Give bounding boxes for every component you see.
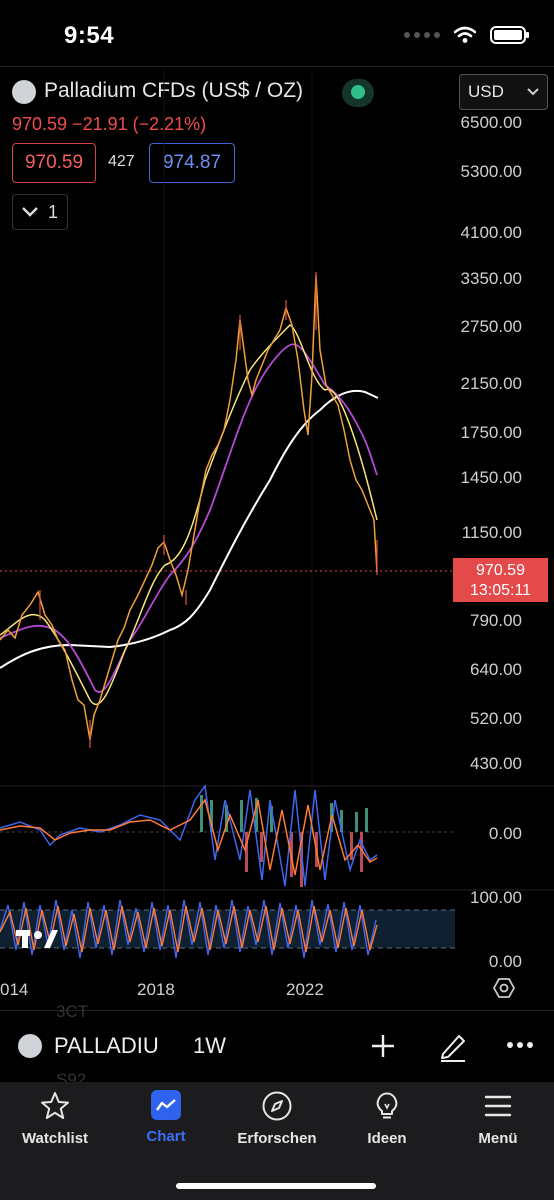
tab-label: Chart: [146, 1128, 186, 1145]
symbol-title[interactable]: Palladium CFDs (US$ / OZ): [44, 79, 304, 102]
chart-settings-icon[interactable]: [493, 977, 515, 999]
chevron-down-icon: [527, 88, 539, 96]
tab-ideen[interactable]: Ideen: [337, 1090, 437, 1147]
chart-icon: [151, 1090, 181, 1120]
battery-icon: [490, 26, 529, 44]
tab-chart[interactable]: Chart: [116, 1090, 216, 1145]
spread-value: 427: [108, 153, 135, 170]
current-price-value: 970.59: [476, 562, 525, 579]
currency-value: USD: [468, 82, 504, 101]
market-open-dot: [351, 85, 365, 99]
drawing-pen-icon[interactable]: [437, 1030, 469, 1062]
tab-label: Ideen: [367, 1130, 407, 1147]
divider: [0, 1010, 554, 1011]
price-axis-label: 1750.00: [460, 423, 522, 442]
tab-label: Menü: [478, 1130, 518, 1147]
macd-axis-label: 0.00: [488, 824, 522, 843]
status-icons: [404, 26, 529, 44]
price-axis-label: 520.00: [470, 709, 522, 728]
stoch-d-line: [0, 905, 378, 953]
price-axis-label: 1150.00: [461, 523, 522, 542]
tab-watchlist[interactable]: Watchlist: [5, 1090, 105, 1147]
symbol-logo[interactable]: [12, 80, 36, 104]
tradingview-logo: [16, 930, 58, 948]
stoch-axis-label: 100.00: [470, 888, 522, 907]
price-chart[interactable]: [0, 0, 554, 1010]
wifi-icon: [454, 26, 476, 43]
divider: [0, 66, 554, 67]
price-axis-label: 430.00: [470, 754, 522, 773]
status-time: 9:54: [64, 22, 115, 49]
signal-line: [0, 798, 378, 876]
time-axis-label: 014: [0, 980, 29, 999]
price-line: [0, 274, 378, 741]
tab-label: Erforschen: [237, 1130, 317, 1147]
cellular-signal-icon: [404, 32, 440, 38]
tab-bar: [0, 1082, 554, 1200]
price-axis-label: 640.00: [470, 660, 522, 679]
tab-label: Watchlist: [21, 1130, 89, 1147]
menu-icon: [484, 1095, 512, 1117]
tab-erforschen[interactable]: Erforschen: [227, 1090, 327, 1147]
interval-button[interactable]: 1W: [193, 1033, 226, 1058]
tab-menu[interactable]: Menü: [448, 1090, 548, 1147]
price-axis-label: 790.00: [470, 611, 522, 630]
ma-fast-line: [0, 324, 378, 706]
indicator-count: 1: [47, 201, 58, 222]
indicators-collapse-button[interactable]: 1: [12, 194, 68, 230]
price-axis-label: 6500.00: [460, 113, 522, 132]
buy-price-button[interactable]: 974.87: [149, 143, 235, 183]
currency-select[interactable]: USD: [459, 74, 548, 110]
stoch-axis-label: 0.00: [488, 952, 522, 971]
add-icon[interactable]: [370, 1033, 396, 1059]
ma-slow-line: [0, 390, 379, 669]
symbol-logo[interactable]: [18, 1034, 42, 1058]
ghost-text: 3CT: [56, 1002, 89, 1021]
time-axis-label: 2022: [286, 980, 324, 999]
more-icon[interactable]: [506, 1041, 534, 1049]
chevron-down-icon: [22, 207, 38, 217]
symbol-search-button[interactable]: PALLADIU: [54, 1033, 159, 1058]
home-indicator: [176, 1183, 376, 1189]
price-axis-label: 4100.00: [460, 223, 522, 242]
price-wicks: [39, 272, 378, 748]
time-axis-label: 2018: [137, 980, 175, 999]
price-axis-label: 5300.00: [460, 162, 522, 181]
price-axis-label: 2150.00: [460, 374, 522, 393]
current-price-tag: 970.59 13:05:11: [453, 558, 548, 602]
price-axis-label: 1450.00: [460, 468, 522, 487]
price-axis-label: 3350.00: [460, 269, 522, 288]
star-icon: [41, 1092, 69, 1119]
compass-icon: [262, 1091, 292, 1121]
price-change-line: 970.59 −21.91 (−2.21%): [12, 114, 207, 134]
lightbulb-icon: [376, 1092, 398, 1119]
bar-countdown: 13:05:11: [469, 582, 532, 599]
sell-price-button[interactable]: 970.59: [12, 143, 96, 183]
ma-mid-line: [0, 343, 378, 693]
macd-line: [0, 784, 378, 887]
price-axis-label: 2750.00: [460, 317, 522, 336]
